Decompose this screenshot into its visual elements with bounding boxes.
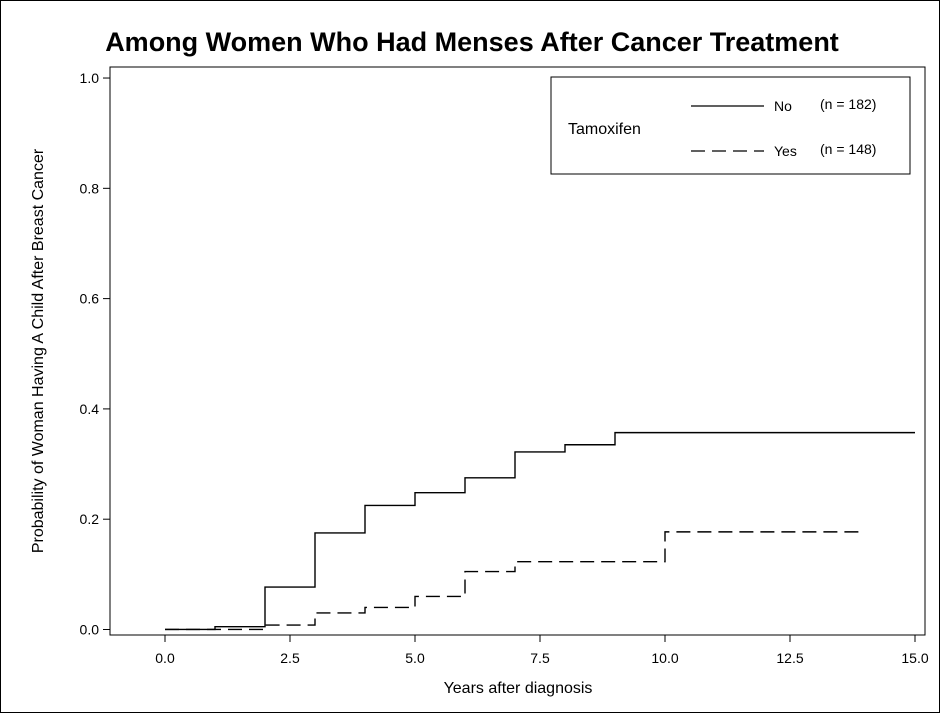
x-tick-label: 5.0 <box>405 650 425 666</box>
y-tick-label: 0.2 <box>80 511 100 527</box>
legend-label-yes: Yes <box>774 143 797 159</box>
series-layer <box>165 431 915 631</box>
legend-label-no: No <box>774 98 792 114</box>
x-tick-label: 15.0 <box>901 650 928 666</box>
legend-n-yes: (n = 148) <box>820 141 876 157</box>
x-tick-label: 10.0 <box>651 650 678 666</box>
x-tick-label: 2.5 <box>280 650 300 666</box>
chart-title: Among Women Who Had Menses After Cancer … <box>105 27 839 57</box>
series-yes-line <box>165 531 865 631</box>
y-tick-label: 0.6 <box>80 291 100 307</box>
legend-n-no: (n = 182) <box>820 96 876 112</box>
legend-title: Tamoxifen <box>568 121 641 138</box>
y-tick-label: 0.0 <box>80 621 100 637</box>
y-tick-label: 0.8 <box>80 180 100 196</box>
x-tick-label: 7.5 <box>530 650 550 666</box>
x-axis-label: Years after diagnosis <box>444 680 593 697</box>
legend-box <box>550 76 911 175</box>
y-tick-label: 0.4 <box>80 401 100 417</box>
x-tick-label: 12.5 <box>776 650 803 666</box>
y-tick-label: 1.0 <box>80 70 100 86</box>
legend: Tamoxifen No (n = 182) Yes (n = 148) <box>550 76 911 175</box>
plot-area <box>109 66 926 636</box>
x-tick-label: 0.0 <box>155 650 175 666</box>
x-axis: 0.0 2.5 5.0 7.5 10.0 12.5 15.0 <box>155 635 929 666</box>
y-axis-label: Probability of Woman Having A Child Afte… <box>30 148 47 553</box>
y-axis: 0.0 0.2 0.4 0.6 0.8 1.0 <box>80 70 110 637</box>
series-no-line <box>165 431 915 631</box>
